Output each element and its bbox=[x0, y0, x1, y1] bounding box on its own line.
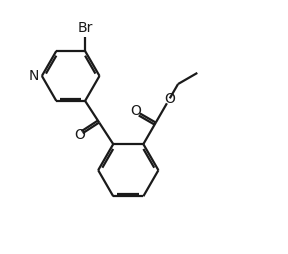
Text: Br: Br bbox=[77, 21, 93, 35]
Text: N: N bbox=[29, 69, 39, 83]
Text: O: O bbox=[130, 104, 141, 118]
Text: O: O bbox=[164, 92, 175, 106]
Text: O: O bbox=[74, 128, 85, 142]
